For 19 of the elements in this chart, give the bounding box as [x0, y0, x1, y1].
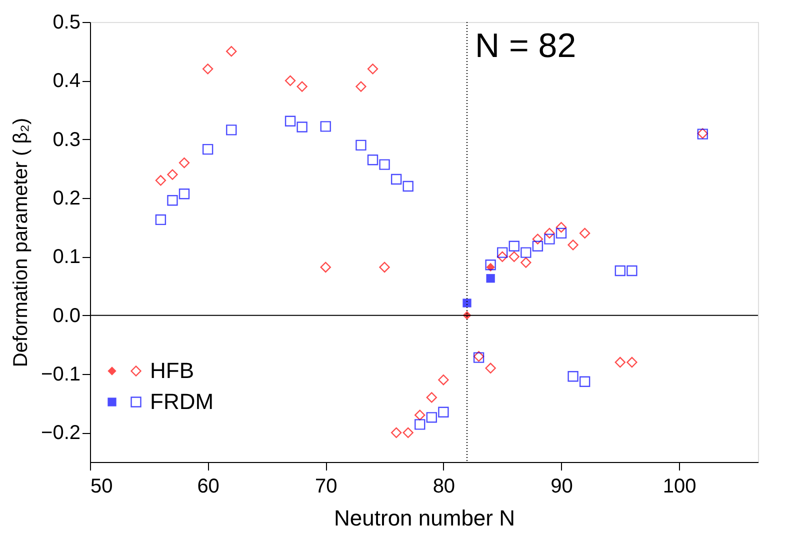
x-tick-label: 60 [197, 476, 220, 498]
y-tick-label: −0.1 [41, 364, 80, 386]
ref-line-label: N = 82 [475, 27, 576, 65]
y-tick-label: 0.1 [52, 246, 80, 268]
x-tick-label: 50 [90, 476, 113, 498]
legend-label: HFB [150, 358, 194, 383]
y-tick-label: 0.3 [52, 128, 80, 151]
x-axis-title: Neutron number N [334, 506, 515, 530]
x-tick-label: 70 [315, 476, 338, 498]
y-tick-label: 0.0 [52, 304, 80, 327]
y-tick-label: 0.4 [52, 70, 80, 92]
y-tick-label: 0.5 [52, 12, 80, 34]
x-tick-label: 90 [550, 476, 573, 498]
y-tick-label: 0.2 [52, 188, 80, 210]
legend-label: FRDM [150, 389, 214, 414]
y-tick-label: −0.2 [41, 422, 80, 444]
x-tick-label: 80 [432, 476, 456, 498]
x-tick-label: 100 [662, 476, 696, 498]
y-axis-title: Deformation parameter ( β₂) [10, 118, 32, 368]
